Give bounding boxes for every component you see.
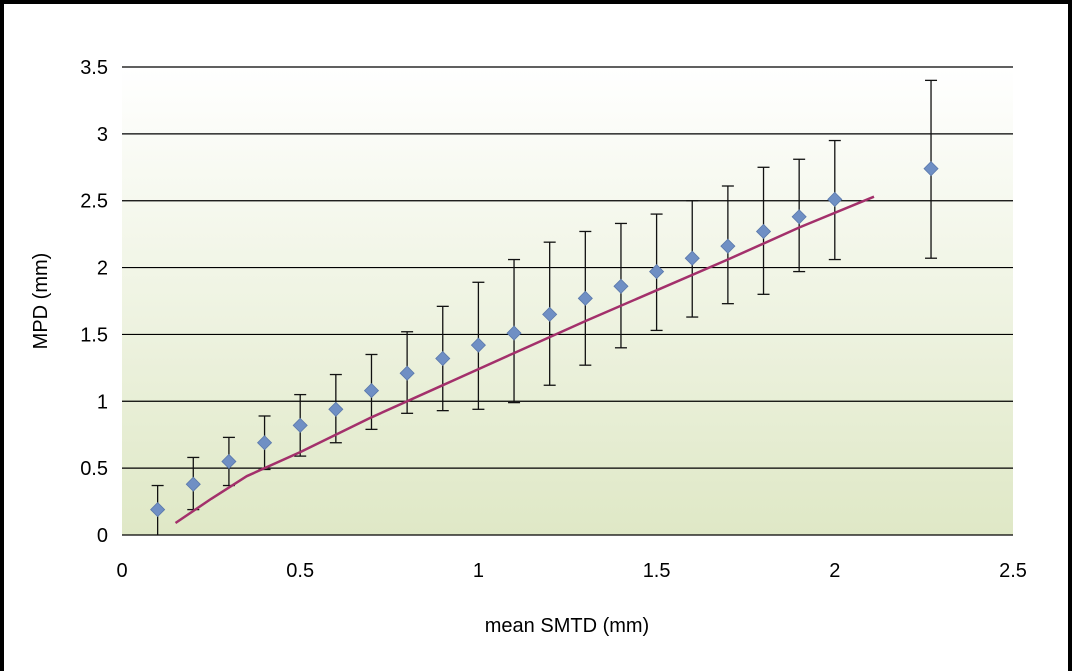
data-point-marker bbox=[363, 383, 380, 399]
data-point-marker bbox=[221, 453, 237, 470]
data-point-marker bbox=[827, 191, 843, 207]
data-point-marker bbox=[292, 417, 308, 433]
y-tick-label: 0.5 bbox=[80, 458, 108, 480]
x-tick-label: 1 bbox=[473, 560, 484, 582]
x-tick-label: 1.5 bbox=[643, 560, 671, 582]
x-tick-label: 2 bbox=[829, 560, 840, 582]
y-tick-label: 1.5 bbox=[80, 324, 108, 346]
data-point-marker bbox=[435, 350, 451, 367]
data-point-marker bbox=[506, 325, 522, 341]
y-tick-label: 3.5 bbox=[80, 57, 108, 79]
fit-line-group bbox=[174, 195, 875, 525]
x-tick-label: 0.5 bbox=[286, 560, 314, 582]
data-point-marker bbox=[577, 290, 593, 306]
x-axis-ticks: 0 0.5 1 1.5 2 2.5 bbox=[116, 560, 1026, 582]
data-point-marker bbox=[399, 365, 415, 381]
y-axis-title: MPD (mm) bbox=[30, 253, 52, 350]
data-point-marker bbox=[470, 337, 486, 353]
plot-area bbox=[122, 67, 1013, 535]
y-tick-label: 2.5 bbox=[80, 191, 108, 213]
data-point-marker bbox=[755, 223, 772, 240]
data-point-marker bbox=[256, 435, 273, 451]
data-point-marker bbox=[720, 238, 736, 254]
x-tick-label: 0 bbox=[116, 560, 127, 582]
y-tick-label: 0 bbox=[97, 525, 108, 547]
data-point-marker bbox=[684, 250, 700, 266]
fit-line bbox=[174, 195, 875, 525]
data-point-marker bbox=[613, 278, 629, 294]
gridlines bbox=[122, 66, 1013, 536]
y-tick-label: 1 bbox=[97, 391, 108, 413]
y-axis-ticks: 0 0.5 1 1.5 2 2.5 3 3.5 bbox=[80, 57, 108, 547]
data-point-marker bbox=[328, 401, 344, 417]
data-point-marker bbox=[542, 306, 558, 322]
x-tick-label: 2.5 bbox=[999, 560, 1027, 582]
data-point-marker bbox=[185, 476, 201, 492]
y-tick-label: 2 bbox=[97, 258, 108, 280]
data-point-marker bbox=[791, 209, 807, 225]
data-point-marker bbox=[150, 502, 166, 518]
data-point-marker bbox=[649, 264, 665, 280]
data-point-marker bbox=[923, 161, 939, 177]
y-tick-label: 3 bbox=[97, 124, 108, 146]
data-markers bbox=[150, 161, 939, 518]
x-axis-title: mean SMTD (mm) bbox=[485, 615, 649, 637]
